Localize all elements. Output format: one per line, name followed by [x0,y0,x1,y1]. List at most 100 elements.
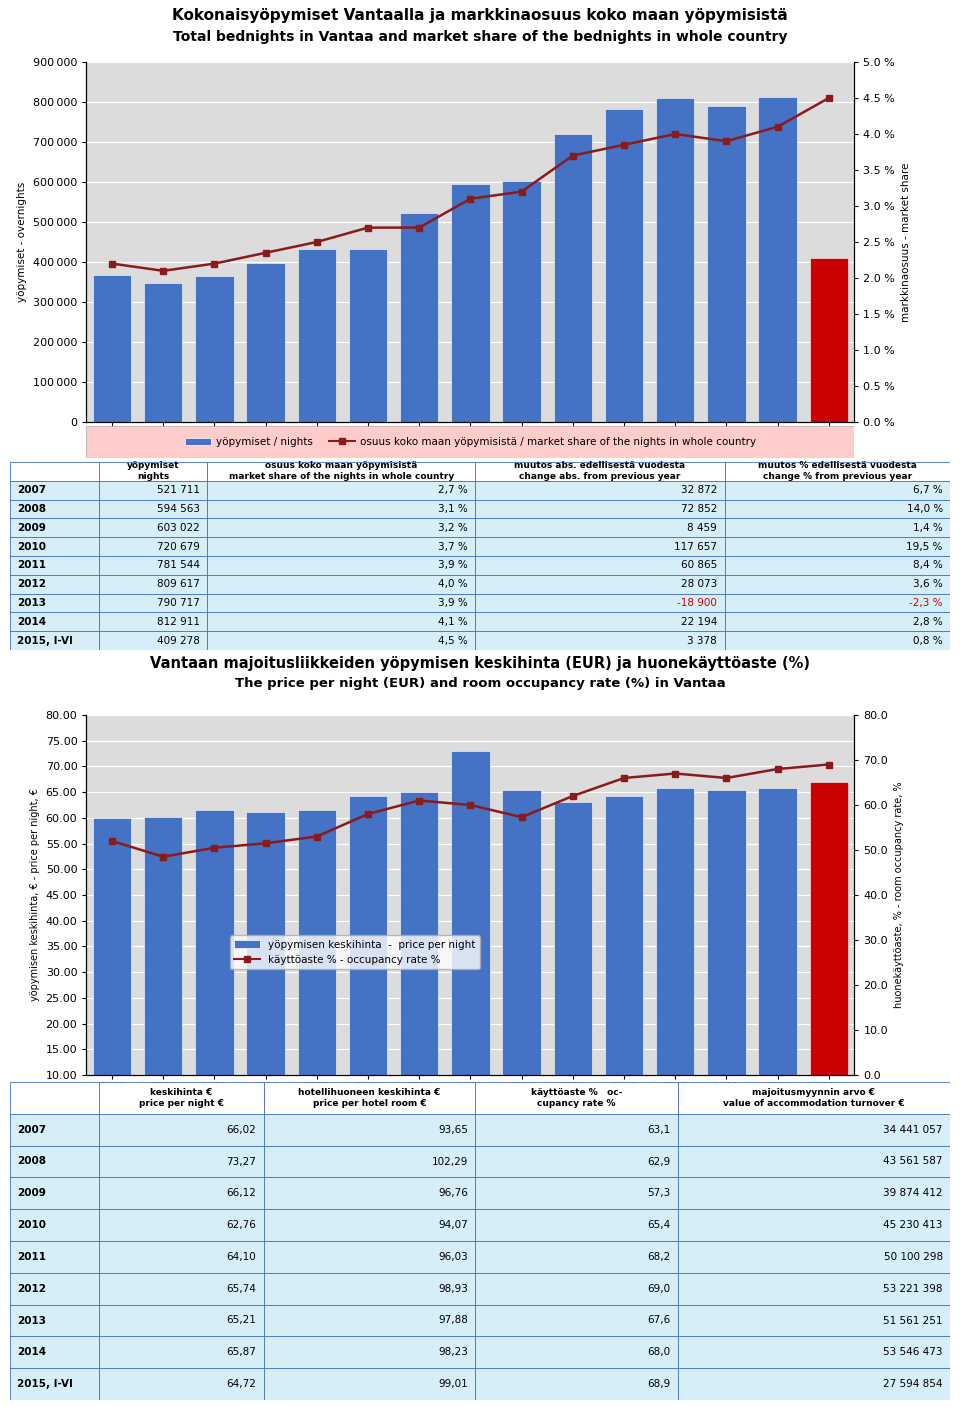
Text: 22 194: 22 194 [681,616,717,626]
Text: 32 872: 32 872 [681,485,717,495]
Text: 2013: 2013 [17,1316,46,1325]
Bar [10,632,99,650]
Bar [475,481,725,499]
Text: 64,72: 64,72 [227,1379,256,1389]
Bar [725,499,950,518]
Text: 2012: 2012 [17,580,46,590]
Bar [207,632,475,650]
Bar [475,1304,678,1337]
Text: 3 378: 3 378 [687,636,717,646]
Text: 3,7 %: 3,7 % [438,542,468,552]
Text: osuus koko maan yöpymisistä
market share of the nights in whole country: osuus koko maan yöpymisistä market share… [228,461,454,481]
Text: 66,02: 66,02 [227,1124,256,1134]
Bar [725,537,950,556]
Bar [10,1368,99,1400]
Bar [678,1337,950,1368]
Bar [99,612,207,632]
Bar [475,594,725,612]
Bar [10,612,99,632]
Text: 790 717: 790 717 [156,598,200,608]
Text: 2010: 2010 [17,542,46,552]
Bar [10,518,99,537]
Bar [400,792,439,1127]
Text: 64,10: 64,10 [227,1252,256,1262]
Text: 97,88: 97,88 [438,1316,468,1325]
Text: 65,4: 65,4 [647,1220,670,1230]
Text: Vantaan majoitusliikkeiden yöpymisen keskihinta (EUR) ja huonekäyttöaste (%): Vantaan majoitusliikkeiden yöpymisen kes… [150,656,810,671]
Bar [144,283,182,422]
Text: 1,4 %: 1,4 % [913,523,943,533]
Bar [475,1209,678,1241]
Text: 8,4 %: 8,4 % [913,560,943,570]
Bar [758,788,797,1127]
Bar [725,575,950,594]
Text: 812 911: 812 911 [156,616,200,626]
Bar [475,1337,678,1368]
Text: 3,6 %: 3,6 % [913,580,943,590]
Text: 65,74: 65,74 [227,1283,256,1293]
Bar [99,1337,264,1368]
Text: Total bednights in Vantaa and market share of the bednights in whole country: Total bednights in Vantaa and market sha… [173,30,787,44]
Bar [264,1209,475,1241]
Bar [99,1241,264,1273]
Bar [725,518,950,537]
Bar [99,1209,264,1241]
Text: 409 278: 409 278 [156,636,200,646]
Text: 57,3: 57,3 [647,1189,670,1199]
Bar [475,518,725,537]
Bar [10,1273,99,1304]
Text: 62,9: 62,9 [647,1157,670,1166]
Text: 27 594 854: 27 594 854 [883,1379,943,1389]
Text: 99,01: 99,01 [438,1379,468,1389]
Text: Kokonaisyöpymiset Vantaalla ja markkinaosuus koko maan yöpymisistä: Kokonaisyöpymiset Vantaalla ja markkinao… [172,8,788,23]
Text: 51 561 251: 51 561 251 [883,1316,943,1325]
Text: 3,9 %: 3,9 % [438,598,468,608]
Bar [400,214,439,422]
Text: 34 441 057: 34 441 057 [883,1124,943,1134]
Bar [475,461,725,481]
Bar [99,537,207,556]
Text: 68,9: 68,9 [647,1379,670,1389]
Text: 2012: 2012 [17,1283,46,1293]
Bar [99,1082,264,1114]
Bar [207,556,475,575]
Text: 62,76: 62,76 [227,1220,256,1230]
Text: 3,9 %: 3,9 % [438,560,468,570]
Bar [678,1178,950,1209]
Text: 2009: 2009 [17,1189,46,1199]
Bar [678,1209,950,1241]
Legend: yöpymiset / nights, osuus koko maan yöpymisistä / market share of the nights in : yöpymiset / nights, osuus koko maan yöpy… [180,433,760,452]
Text: 96,76: 96,76 [438,1189,468,1199]
Text: 4,5 %: 4,5 % [438,636,468,646]
Bar [10,1114,99,1145]
Text: 2,8 %: 2,8 % [913,616,943,626]
Bar [678,1114,950,1145]
Bar [725,461,950,481]
Text: 2013: 2013 [17,598,46,608]
Bar [725,632,950,650]
Bar [475,499,725,518]
Bar [99,481,207,499]
Bar [247,812,285,1127]
Bar [207,481,475,499]
Text: 2014: 2014 [17,1348,46,1358]
Text: 67,6: 67,6 [647,1316,670,1325]
Text: 2015, I-VI: 2015, I-VI [17,636,73,646]
Bar [451,184,490,422]
Bar [207,537,475,556]
Text: 3,1 %: 3,1 % [438,504,468,514]
Y-axis label: yöpymisen keskihinta, € - price per night, €: yöpymisen keskihinta, € - price per nigh… [30,788,40,1002]
Bar [348,796,387,1127]
Legend: yöpymisen keskihinta  -  price per night, käyttöaste % - occupancy rate %: yöpymisen keskihinta - price per night, … [229,936,480,969]
Bar [10,537,99,556]
Bar [475,575,725,594]
Bar [656,788,694,1127]
Bar [502,180,540,422]
Bar [475,1145,678,1178]
Text: 8 459: 8 459 [687,523,717,533]
Bar [10,594,99,612]
Bar [93,274,132,422]
Bar [708,106,746,422]
Bar [10,499,99,518]
Text: keskihinta €
price per night €: keskihinta € price per night € [139,1088,224,1107]
